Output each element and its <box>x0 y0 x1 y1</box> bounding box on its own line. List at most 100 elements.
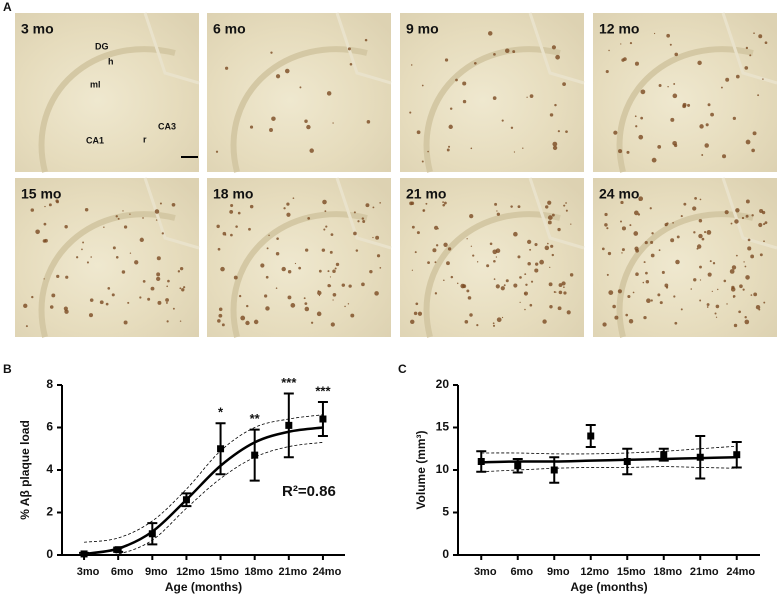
plaque <box>629 224 632 227</box>
plaque <box>469 214 474 219</box>
plaque <box>753 32 755 35</box>
plaque <box>90 256 92 258</box>
plaque <box>605 69 609 74</box>
panel-label: A <box>3 0 12 14</box>
plaque <box>513 151 516 153</box>
plaque <box>347 303 350 305</box>
plaque <box>743 261 745 263</box>
plaque <box>621 58 625 62</box>
plaque <box>129 213 131 215</box>
plaque <box>286 202 290 206</box>
plaque <box>729 269 735 274</box>
plaque <box>735 74 740 79</box>
plaque <box>435 244 439 247</box>
plaque <box>348 284 352 288</box>
plaque <box>551 213 555 217</box>
plaque <box>557 306 562 311</box>
plaque <box>410 201 415 206</box>
plaque <box>496 317 502 323</box>
plaque <box>165 301 168 304</box>
plaque <box>744 316 747 319</box>
x-tick-label: 24mo <box>313 566 342 578</box>
plaque <box>512 50 516 54</box>
plaque <box>217 247 221 251</box>
plaque <box>547 215 553 220</box>
plaque <box>235 225 238 228</box>
plaque <box>375 235 380 240</box>
tissue-outline <box>335 177 392 250</box>
plaque <box>271 116 276 121</box>
plaque <box>638 134 644 140</box>
plaque <box>86 261 89 264</box>
plaque <box>526 96 528 98</box>
plaque <box>618 149 623 154</box>
plaque <box>476 324 479 327</box>
panel-label: C <box>398 362 407 376</box>
plaque <box>260 263 265 268</box>
plaque <box>150 286 155 291</box>
plaque <box>353 231 357 236</box>
plaque <box>670 117 675 122</box>
plaque <box>139 296 142 299</box>
annotation: R²=0.86 <box>282 483 336 500</box>
plaque <box>635 248 639 253</box>
plaque <box>442 201 444 204</box>
region-label: DG <box>95 41 109 51</box>
plaque <box>276 237 279 240</box>
plaque <box>733 296 735 298</box>
plaque <box>496 210 498 212</box>
plaque <box>111 293 115 297</box>
plaque <box>466 289 470 293</box>
plaque <box>745 46 749 50</box>
plaque <box>650 299 653 302</box>
plaque <box>64 309 69 314</box>
plaque <box>730 287 736 292</box>
plaque <box>687 103 691 107</box>
confidence-band <box>481 466 737 473</box>
plaque <box>527 261 531 266</box>
plaque <box>167 279 170 283</box>
plaque <box>233 275 238 280</box>
plaque <box>643 315 647 320</box>
plaque <box>635 272 639 276</box>
tissue-outline <box>230 211 368 338</box>
plaque <box>549 305 553 309</box>
plaque <box>304 302 308 306</box>
plaque <box>361 282 365 287</box>
x-tick-label: 21mo <box>690 566 719 578</box>
plaque <box>635 125 638 128</box>
plaque <box>535 262 539 266</box>
plaque <box>683 202 687 206</box>
micrograph <box>593 13 777 172</box>
x-tick-label: 3mo <box>77 566 100 578</box>
plaque <box>322 199 327 205</box>
plaque <box>730 222 733 225</box>
x-tick-label: 18mo <box>244 566 273 578</box>
plaque <box>492 322 495 325</box>
x-tick-label: 21mo <box>278 566 307 578</box>
plaque <box>539 259 544 265</box>
plaque <box>715 304 720 309</box>
plaque <box>432 248 437 253</box>
plaque <box>627 294 631 299</box>
x-tick-label: 18mo <box>653 566 682 578</box>
plaque <box>744 319 750 325</box>
plaque <box>519 301 521 303</box>
plaque <box>171 202 176 207</box>
plaque <box>545 205 549 209</box>
plaque <box>123 320 128 325</box>
plaque <box>565 209 568 212</box>
plaque <box>30 208 35 212</box>
plaque <box>81 248 83 251</box>
plaque <box>634 61 639 66</box>
x-tick-label: 9mo <box>547 566 570 578</box>
plaque <box>534 242 538 247</box>
plaque <box>650 253 655 258</box>
plaque <box>414 251 417 254</box>
significance-label: ** <box>250 411 261 426</box>
plaque <box>268 234 270 237</box>
plaque <box>634 115 637 118</box>
plaque <box>762 78 764 80</box>
plaque <box>674 52 679 57</box>
plaque <box>470 147 473 150</box>
